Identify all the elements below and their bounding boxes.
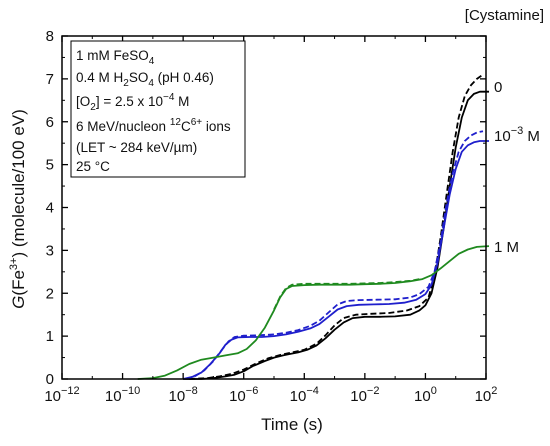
series-label-1m: 1 M <box>494 239 519 256</box>
y-tick-label: 1 <box>46 328 54 345</box>
y-tick-label: 2 <box>46 285 54 302</box>
y-tick-label: 4 <box>46 200 54 217</box>
series-line-0 <box>183 90 489 380</box>
x-tick-label: 102 <box>475 385 498 405</box>
series-line-1 <box>189 73 484 380</box>
series-label-1e-3: 10−3 M <box>494 125 540 145</box>
x-tick-label: 10−12 <box>44 385 79 405</box>
y-tick-label: 5 <box>46 157 54 174</box>
axes: 0 1 2 3 4 5 6 7 8 10−12 10−10 10−8 10−6 10−4 10−2 100 10… <box>44 28 497 405</box>
y-tick-label: 7 <box>46 71 54 88</box>
x-axis-title: Time (s) <box>261 415 323 434</box>
x-tick-label: 10−10 <box>105 385 140 405</box>
legend-title: [Cystamine] <box>465 7 544 24</box>
condition-line-6: 25 °C <box>76 159 110 174</box>
condition-line-5: (LET ~ 284 keV/µm) <box>76 140 197 155</box>
x-tick-label: 100 <box>414 385 437 405</box>
y-tick-label: 3 <box>46 242 54 259</box>
series-label-0: 0 <box>494 79 502 96</box>
series-line-5 <box>273 278 420 310</box>
y-tick-label: 0 <box>46 371 54 388</box>
series-line-3 <box>185 130 484 380</box>
x-tick-label: 10−2 <box>350 385 379 405</box>
y-tick-label: 6 <box>46 114 54 131</box>
series-line-4 <box>137 245 490 380</box>
condition-line-4: 6 MeV/nucleon 12C6+ ions <box>76 117 231 134</box>
plot-area <box>137 73 490 380</box>
x-tick-label: 10−4 <box>290 385 319 405</box>
condition-line-2: 0.4 M H2SO4 (pH 0.46) <box>76 70 214 89</box>
y-tick-label: 8 <box>46 28 54 45</box>
condition-line-1: 1 mM FeSO4 <box>76 48 155 67</box>
condition-line-3: [O2] = 2.5 x 10−4 M <box>76 92 189 113</box>
x-tick-label: 10−6 <box>229 385 258 405</box>
conditions-box: 1 mM FeSO4 0.4 M H2SO4 (pH 0.46) [O2] = … <box>70 40 246 178</box>
x-tick-label: 10−8 <box>169 385 198 405</box>
y-axis-title: G(Fe3+) (molecule/100 eV) <box>8 109 28 309</box>
